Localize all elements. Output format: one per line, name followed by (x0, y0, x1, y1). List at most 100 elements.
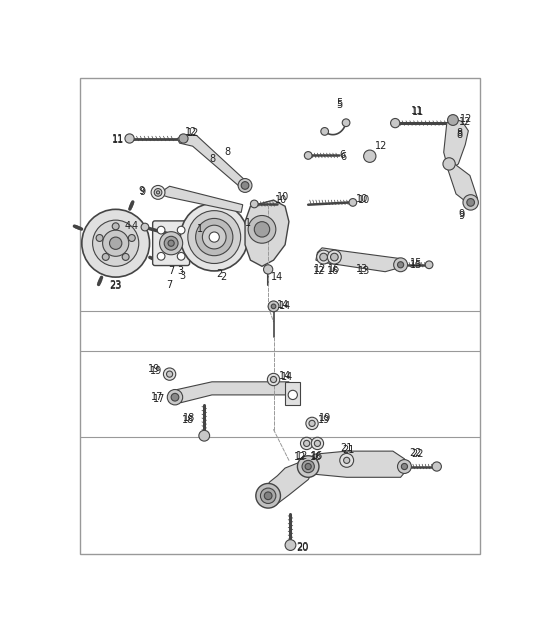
Circle shape (238, 178, 252, 192)
Circle shape (342, 119, 350, 127)
Text: 12: 12 (459, 117, 471, 127)
Circle shape (330, 253, 338, 261)
Circle shape (102, 254, 109, 261)
Text: 7: 7 (168, 266, 174, 276)
FancyBboxPatch shape (153, 221, 190, 266)
Text: 16: 16 (311, 451, 324, 461)
Circle shape (180, 203, 248, 271)
Circle shape (202, 225, 226, 249)
Text: 20: 20 (296, 541, 308, 551)
Text: 8: 8 (457, 128, 463, 138)
Circle shape (305, 463, 311, 470)
Text: 13: 13 (358, 266, 370, 276)
Circle shape (443, 158, 455, 170)
Text: 14: 14 (281, 372, 293, 382)
Text: 21: 21 (341, 443, 353, 453)
Circle shape (256, 484, 281, 508)
Text: 1: 1 (245, 218, 251, 228)
Circle shape (199, 430, 210, 441)
Text: 11: 11 (411, 106, 423, 116)
Circle shape (164, 368, 175, 381)
Circle shape (196, 219, 233, 256)
Text: 8: 8 (456, 131, 462, 141)
Polygon shape (307, 451, 408, 477)
Text: 14: 14 (279, 371, 291, 381)
Circle shape (343, 457, 350, 463)
Circle shape (96, 234, 103, 241)
Text: 20: 20 (296, 543, 308, 553)
Text: 9: 9 (138, 186, 144, 196)
Text: 16: 16 (328, 264, 341, 274)
Circle shape (255, 222, 270, 237)
Text: 15: 15 (410, 260, 422, 270)
Text: 22: 22 (411, 449, 424, 459)
Circle shape (167, 371, 173, 377)
Text: 14: 14 (277, 300, 290, 310)
Text: 22: 22 (410, 448, 422, 458)
Text: 10: 10 (277, 192, 290, 202)
Circle shape (447, 115, 458, 126)
Circle shape (304, 440, 310, 447)
Circle shape (160, 232, 183, 255)
Text: 4: 4 (132, 220, 138, 230)
Circle shape (288, 390, 298, 399)
Text: 2: 2 (220, 272, 227, 282)
Circle shape (82, 209, 149, 277)
Bar (285, 382, 300, 405)
Text: 2: 2 (216, 269, 223, 279)
Circle shape (154, 188, 162, 197)
Circle shape (298, 456, 319, 477)
Circle shape (302, 460, 314, 473)
Circle shape (151, 185, 165, 199)
Circle shape (93, 220, 139, 266)
Text: 9: 9 (458, 211, 464, 221)
Text: 17: 17 (151, 392, 163, 402)
Text: 12: 12 (375, 141, 387, 151)
Text: 8: 8 (225, 148, 231, 158)
Circle shape (209, 232, 219, 242)
Circle shape (463, 195, 479, 210)
Text: 19: 19 (317, 415, 330, 425)
Text: 5: 5 (336, 98, 342, 108)
Text: 5: 5 (336, 100, 342, 110)
Text: 19: 19 (319, 413, 331, 423)
Circle shape (306, 417, 318, 430)
Text: 12: 12 (186, 128, 199, 138)
Text: 23: 23 (110, 280, 122, 290)
Circle shape (141, 223, 149, 231)
Circle shape (177, 226, 185, 234)
Circle shape (393, 258, 408, 272)
Text: 18: 18 (182, 414, 194, 425)
Circle shape (317, 250, 330, 264)
Text: 12: 12 (296, 451, 308, 461)
Text: 11: 11 (412, 107, 425, 117)
Circle shape (309, 420, 315, 426)
Text: 16: 16 (310, 452, 322, 462)
Circle shape (177, 252, 185, 260)
Text: 17: 17 (153, 394, 165, 404)
Circle shape (320, 253, 328, 261)
Text: 3: 3 (180, 271, 186, 281)
Circle shape (397, 262, 404, 268)
Circle shape (328, 250, 341, 264)
Circle shape (271, 304, 276, 309)
Text: 11: 11 (112, 135, 124, 145)
Circle shape (349, 198, 356, 206)
Circle shape (128, 234, 135, 241)
Circle shape (425, 261, 433, 269)
Circle shape (467, 198, 475, 206)
Circle shape (261, 488, 276, 504)
Polygon shape (245, 200, 289, 266)
Text: 6: 6 (339, 151, 345, 160)
Circle shape (110, 237, 122, 249)
Text: 19: 19 (150, 366, 162, 376)
Circle shape (285, 539, 296, 551)
Text: 6: 6 (341, 152, 347, 162)
Circle shape (270, 376, 277, 382)
Circle shape (321, 127, 329, 135)
Circle shape (268, 301, 279, 311)
Text: 9: 9 (458, 209, 464, 219)
Text: 9: 9 (140, 187, 146, 197)
Text: 12: 12 (313, 264, 326, 274)
Circle shape (264, 492, 272, 500)
